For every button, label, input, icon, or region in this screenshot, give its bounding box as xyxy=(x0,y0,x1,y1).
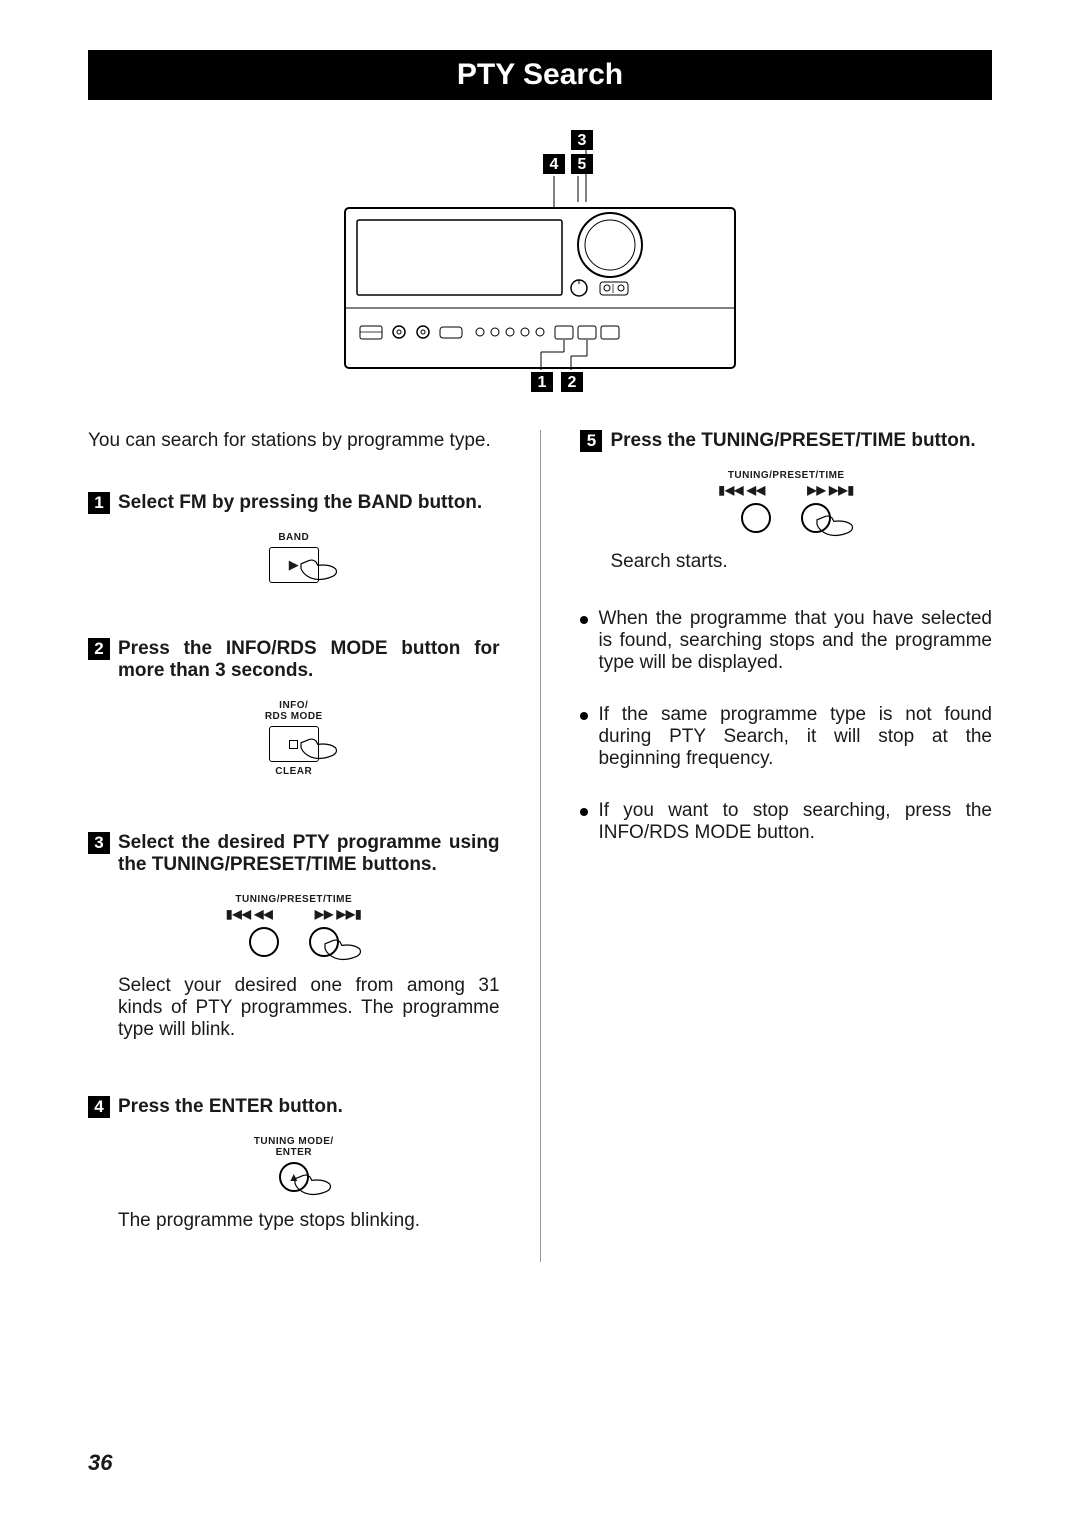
step-3: 3 Select the desired PTY programme using… xyxy=(88,832,500,1041)
step-5-num: 5 xyxy=(580,430,602,452)
bullet-3: If you want to stop searching, press the… xyxy=(580,800,992,844)
rds-button-illustration: INFO/ RDS MODE CLEAR xyxy=(88,700,500,777)
step-1: 1 Select FM by pressing the BAND button.… xyxy=(88,492,500,583)
svg-text:1: 1 xyxy=(538,374,547,391)
step-5: 5 Press the TUNING/PRESET/TIME button. T… xyxy=(580,430,992,573)
step-4: 4 Press the ENTER button. TUNING MODE/ E… xyxy=(88,1096,500,1232)
step-3-heading: Select the desired PTY programme using t… xyxy=(118,832,500,876)
svg-text:5: 5 xyxy=(578,156,587,173)
step-2: 2 Press the INFO/RDS MODE button for mor… xyxy=(88,638,500,777)
step-3-body: Select your desired one from among 31 ki… xyxy=(88,975,500,1041)
step-1-num: 1 xyxy=(88,492,110,514)
band-button-illustration: BAND ▶ xyxy=(88,532,500,583)
step-3-num: 3 xyxy=(88,832,110,854)
bullet-2: If the same programme type is not found … xyxy=(580,704,992,770)
intro-text: You can search for stations by programme… xyxy=(88,430,500,452)
bullet-1: When the programme that you have selecte… xyxy=(580,608,992,674)
page-title: PTY Search xyxy=(88,50,992,100)
step-4-body: The programme type stops blinking. xyxy=(88,1210,500,1232)
column-divider xyxy=(540,430,541,1262)
device-diagram: 3 4 5 1 2 xyxy=(88,130,992,410)
step-4-heading: Press the ENTER button. xyxy=(118,1096,500,1118)
step-2-heading: Press the INFO/RDS MODE button for more … xyxy=(118,638,500,682)
enter-button-illustration: TUNING MODE/ ENTER ▲ xyxy=(88,1136,500,1192)
tuning-buttons-illustration: TUNING/PRESET/TIME ▮◀◀ ◀◀ ▶▶ ▶▶▮ xyxy=(88,894,500,957)
svg-text:3: 3 xyxy=(578,132,587,149)
tuning-button-illustration-2: TUNING/PRESET/TIME ▮◀◀ ◀◀ ▶▶ ▶▶▮ xyxy=(580,470,992,533)
step-5-heading: Press the TUNING/PRESET/TIME button. xyxy=(610,430,992,452)
step-2-num: 2 xyxy=(88,638,110,660)
step-5-body: Search starts. xyxy=(580,551,992,573)
page-number: 36 xyxy=(88,1450,112,1476)
svg-text:4: 4 xyxy=(550,156,559,173)
step-4-num: 4 xyxy=(88,1096,110,1118)
svg-text:2: 2 xyxy=(568,374,577,391)
step-1-heading: Select FM by pressing the BAND button. xyxy=(118,492,500,514)
